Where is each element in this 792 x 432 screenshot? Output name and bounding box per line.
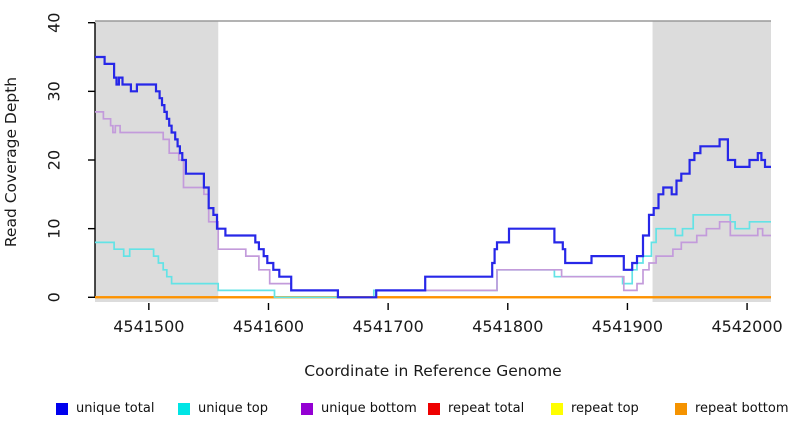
- legend-label: repeat bottom: [695, 401, 789, 416]
- shaded-regions-layer: [95, 20, 771, 302]
- legend-swatch-icon: [428, 403, 440, 415]
- legend-label: unique bottom: [321, 401, 417, 416]
- series-line-unique-top: [95, 214, 771, 299]
- legend-swatch-icon: [675, 403, 687, 415]
- right-repeat-region: [652, 21, 771, 302]
- x-tick-label: 4541600: [233, 317, 304, 336]
- axes-layer: 0 10 20 30 40 4541500 4541600 4541700 4541800 454…: [45, 13, 783, 336]
- legend-swatch-icon: [551, 403, 563, 415]
- legend-label: unique total: [76, 401, 155, 416]
- legend: unique total unique top unique bottom repea…: [0, 399, 792, 425]
- left-repeat-region: [95, 21, 219, 302]
- coverage-chart: 0 10 20 30 40 4541500 4541600 4541700 4541800 454…: [2, 13, 783, 380]
- legend-item-unique-top: unique top: [178, 401, 268, 417]
- y-axis-title: Read Coverage Depth: [2, 77, 20, 247]
- x-tick-label: 4541800: [472, 317, 543, 336]
- legend-label: repeat total: [448, 401, 525, 416]
- legend-item-repeat-bottom: repeat bottom: [675, 401, 789, 417]
- series-layer: [95, 55, 771, 299]
- legend-item-repeat-top: repeat top: [551, 401, 639, 417]
- x-tick-label: 4542000: [711, 317, 782, 336]
- y-tick-label: 0: [45, 292, 64, 302]
- legend-swatch-icon: [56, 403, 68, 415]
- y-tick-label: 40: [45, 13, 64, 33]
- x-axis-title: Coordinate in Reference Genome: [304, 362, 561, 380]
- legend-item-unique-bottom: unique bottom: [301, 401, 417, 417]
- x-tick-label: 4541900: [592, 317, 663, 336]
- coverage-plot-svg: 0 10 20 30 40 4541500 4541600 4541700 4541800 454…: [2, 13, 783, 380]
- legend-item-unique-total: unique total: [56, 401, 154, 417]
- y-tick-label: 10: [45, 218, 64, 238]
- legend-label: unique top: [198, 401, 269, 416]
- y-tick-label: 20: [45, 150, 64, 170]
- legend-label: repeat top: [571, 401, 639, 416]
- x-tick-label: 4541500: [113, 317, 184, 336]
- y-tick-label: 30: [45, 81, 64, 101]
- x-tick-label: 4541700: [352, 317, 423, 336]
- legend-swatch-icon: [178, 403, 190, 415]
- legend-swatch-icon: [301, 403, 313, 415]
- legend-item-repeat-total: repeat total: [428, 401, 524, 417]
- series-line-unique-total: [95, 55, 771, 299]
